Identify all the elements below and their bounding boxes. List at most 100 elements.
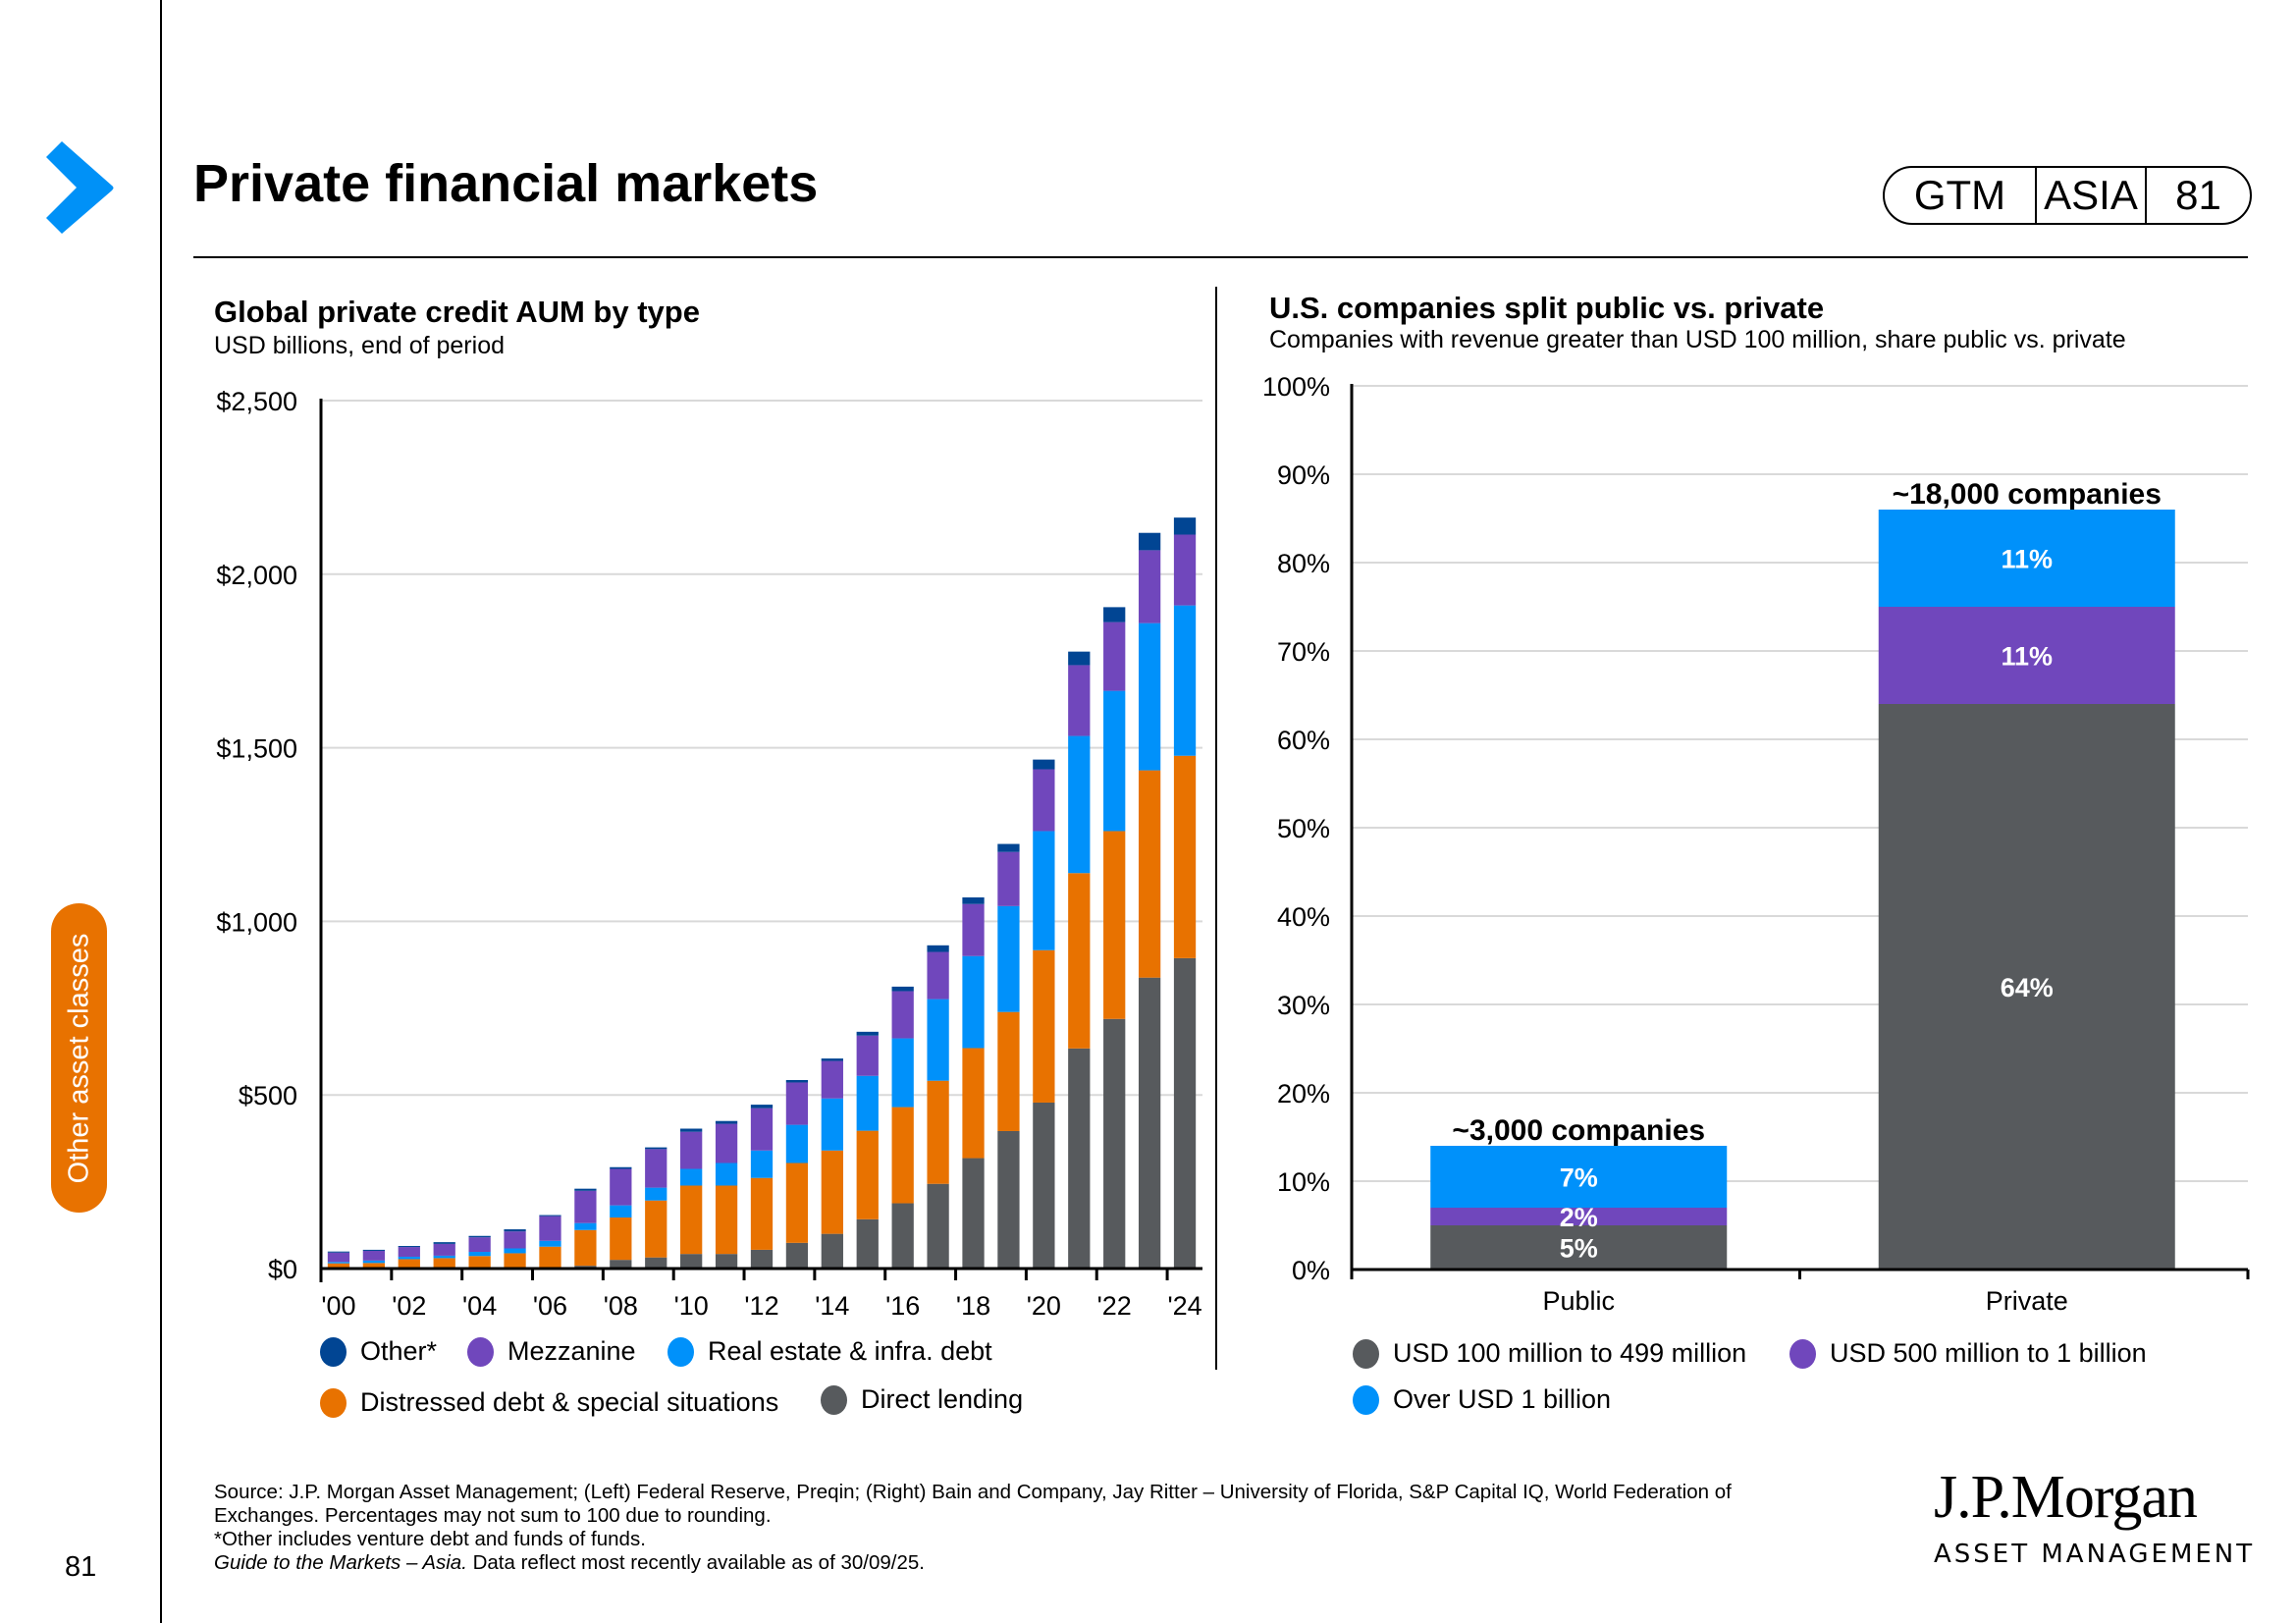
bar-segment <box>856 1035 879 1076</box>
bar-segment <box>539 1246 561 1269</box>
bar-segment <box>891 991 914 1039</box>
section-tab[interactable]: Other asset classes <box>51 903 107 1213</box>
legend-label: Direct lending <box>861 1384 1024 1414</box>
bar-segment <box>1173 957 1197 1269</box>
bar-segment <box>927 951 949 1000</box>
y-tick-label: 100% <box>1262 372 1330 402</box>
bar-segment <box>327 1252 350 1263</box>
right-chart-title: U.S. companies split public vs. private <box>1269 291 1825 325</box>
y-tick-label: 70% <box>1277 637 1330 667</box>
total-annotation: ~18,000 companies <box>1893 478 2162 511</box>
x-tick-label: '24 <box>1167 1291 1201 1321</box>
footnotes: Source: J.P. Morgan Asset Management; (L… <box>214 1481 1902 1575</box>
bar-segment <box>891 1038 914 1108</box>
bar-segment <box>715 1123 738 1163</box>
bar-segment <box>1103 690 1126 832</box>
bar-segment <box>997 843 1020 852</box>
source-note-cont: Exchanges. Percentages may not sum to 10… <box>214 1504 772 1527</box>
legend-item-distressed: Distressed debt & special situations <box>320 1387 778 1418</box>
y-tick-label: $1,000 <box>216 907 297 937</box>
logo-wordmark: J.P.Morgan <box>1934 1464 2198 1531</box>
y-tick-label: 90% <box>1277 460 1330 490</box>
bar-segment <box>821 1098 843 1151</box>
bar-segment <box>821 1233 843 1269</box>
bar-segment <box>997 1130 1020 1269</box>
bar-segment <box>1430 1146 1728 1208</box>
bar-segment <box>1033 831 1055 950</box>
legend-label: USD 100 million to 499 million <box>1393 1338 1747 1368</box>
legend-swatch <box>467 1336 494 1367</box>
bar-segment <box>1173 605 1197 756</box>
logo-subtitle: ASSET MANAGEMENT <box>1934 1540 2256 1569</box>
legend-item-direct-lending: Direct lending <box>821 1384 1023 1415</box>
bar-segment <box>1068 873 1091 1049</box>
bar-segment <box>539 1216 561 1241</box>
bar-segment <box>398 1247 420 1257</box>
bar-segment <box>610 1205 632 1218</box>
bar-segment <box>1103 622 1126 691</box>
bar-segment <box>997 1011 1020 1131</box>
bar-segment <box>785 1124 809 1163</box>
data-label: 11% <box>2001 545 2053 574</box>
bar-segment <box>433 1255 455 1259</box>
chevron-right-icon <box>46 141 114 234</box>
x-tick-label: '14 <box>815 1291 849 1321</box>
total-annotation: ~3,000 companies <box>1452 1114 1705 1147</box>
bar-segment <box>398 1246 420 1248</box>
bar-segment <box>1033 1102 1055 1269</box>
bar-segment <box>785 1079 809 1083</box>
x-tick-label: Public <box>1542 1286 1615 1316</box>
bar-segment <box>327 1263 350 1269</box>
y-tick-label: 60% <box>1277 726 1330 755</box>
bar-segment <box>680 1185 703 1255</box>
y-tick-label: $2,500 <box>216 387 297 416</box>
bar-segment <box>327 1262 350 1264</box>
bar-segment <box>504 1253 526 1269</box>
bar-segment <box>891 1107 914 1204</box>
bar-segment <box>785 1163 809 1243</box>
x-tick-label: '10 <box>674 1291 709 1321</box>
bar-segment <box>1173 517 1197 535</box>
y-tick-label: 20% <box>1277 1079 1330 1109</box>
other-footnote: *Other includes venture debt and funds o… <box>214 1528 646 1550</box>
gtm-badge: GTM ASIA 81 <box>1883 166 2252 225</box>
legend-swatch <box>667 1336 694 1367</box>
legend-item-real-estate: Real estate & infra. debt <box>667 1336 992 1367</box>
bar-segment <box>539 1215 561 1217</box>
bar-segment <box>645 1200 667 1258</box>
bar-segment <box>856 1218 879 1269</box>
bar-segment <box>750 1150 774 1178</box>
bar-segment <box>362 1249 386 1251</box>
left-chart-plot: $0 $500 $1,000 $1,500 $2,000 $2,500 '00 '02 '04… <box>216 387 1202 1321</box>
left-chart-subtitle: USD billions, end of period <box>214 332 505 359</box>
x-tick-label: '16 <box>885 1291 920 1321</box>
bar-segment <box>785 1082 809 1125</box>
bar-segment <box>398 1259 420 1269</box>
y-tick-label: 50% <box>1277 814 1330 843</box>
bar-segment <box>856 1075 879 1131</box>
bar-segment <box>398 1256 420 1260</box>
bar-segment <box>1033 759 1055 770</box>
bar-segment <box>574 1229 597 1267</box>
bar-segment <box>468 1237 491 1253</box>
bar-segment <box>362 1250 386 1261</box>
bar-segment <box>645 1187 667 1201</box>
bar-segment <box>927 1183 949 1269</box>
bar-segment <box>1173 534 1197 606</box>
y-tick-label: 30% <box>1277 991 1330 1020</box>
bar-segment <box>1878 704 2175 1270</box>
bar-segment <box>1103 831 1126 1019</box>
chart-divider <box>1215 287 1217 1370</box>
bar-segment <box>680 1168 703 1186</box>
x-tick-label: '00 <box>321 1291 355 1321</box>
bar-segment <box>468 1235 491 1238</box>
left-chart-title: Global private credit AUM by type <box>214 295 700 329</box>
bar-segment <box>1103 1018 1126 1269</box>
bar-segment <box>1138 977 1161 1269</box>
bar-segment <box>891 1203 914 1269</box>
legend-item-over-1b: Over USD 1 billion <box>1353 1384 1611 1415</box>
bar-segment <box>750 1108 774 1151</box>
x-tick-label: '18 <box>956 1291 990 1321</box>
bar-segment <box>1430 1208 1728 1225</box>
